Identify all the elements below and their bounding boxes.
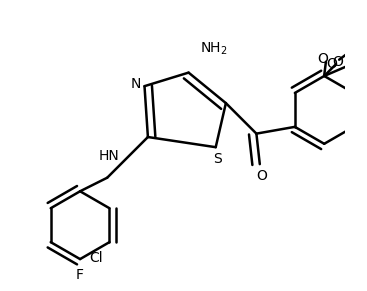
Text: O: O	[333, 55, 343, 70]
Text: O: O	[317, 52, 328, 66]
Text: S: S	[213, 152, 222, 166]
Text: Cl: Cl	[89, 251, 103, 265]
Text: HN: HN	[98, 149, 119, 163]
Text: O: O	[256, 169, 267, 183]
Text: NH$_2$: NH$_2$	[200, 41, 228, 57]
Text: N: N	[131, 77, 141, 91]
Text: O: O	[326, 57, 337, 71]
Text: F: F	[76, 267, 84, 282]
